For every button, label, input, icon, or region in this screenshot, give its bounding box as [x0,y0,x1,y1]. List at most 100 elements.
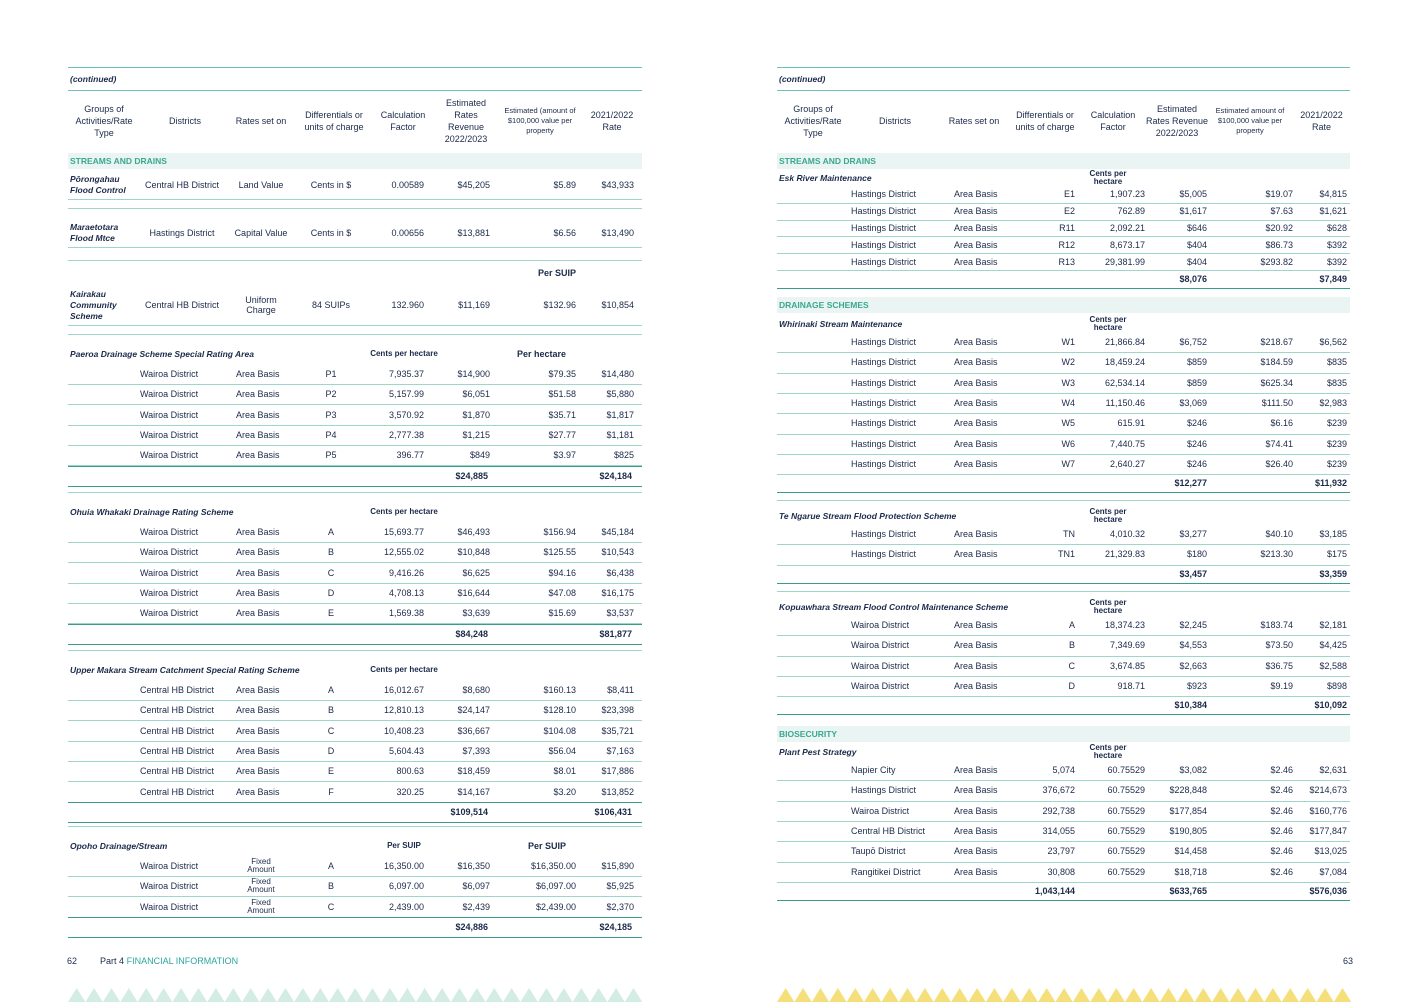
table-row: Taupō District Area Basis 23,797 60.75529 $1… [709,841,1418,861]
row-divider [777,841,1350,843]
factor-cell: 0.00589 [391,180,424,190]
set_on-cell: Area Basis [954,785,998,796]
set_on-cell: Area Basis [236,567,280,578]
factor-cell: 60.75529 [1107,805,1145,816]
district-cell: Hastings District [851,357,917,368]
total-row: $109,514 $106,431 [0,802,709,822]
district-cell: Central HB District [140,766,215,777]
set_on-cell: Area Basis [954,549,998,560]
district-cell: Rangitikei District [851,866,921,877]
scheme-top-divider [68,650,642,651]
district-cell: Central HB District [144,180,219,190]
factor-cell: 762.89 [1117,206,1145,217]
row-divider [68,700,642,701]
factor-cell: 9,416.26 [388,567,424,578]
total-rate: $106,431 [594,806,632,817]
factor-cell: 15,693.77 [383,527,424,537]
revenue-cell: $5,005 [1179,189,1207,200]
revenue-cell: $16,350 [457,861,490,871]
units-cell: W6 [1061,438,1076,449]
est-subheader: Per SUIP [537,268,576,278]
row-divider [68,404,642,406]
row-divider [68,424,642,426]
rate-cell: $825 [613,450,634,461]
scheme-title-row: Kopuawhara Stream Flood Control Maintena… [709,599,1418,615]
total-row: $84,248 $81,877 [0,624,709,644]
header-districts: Districts [879,116,911,126]
set_on-cell: Area Basis [236,369,280,379]
header-differentials: Differentials or units of charge [1015,110,1075,132]
subheader-row: Per SUIP [0,266,709,280]
district-cell: Hastings District [851,337,917,348]
header-groups: Groups of Activities/Rate Type [784,104,842,138]
units-cell: Cents in $ [310,228,352,238]
table-row: Wairoa District Area Basis P3 3,570.92 $1,87… [0,405,709,425]
set_on-cell: Area Basis [954,529,998,540]
total-revenue: $12,277 [1174,478,1207,489]
factor-cell: 16,350.00 [383,861,424,871]
factor-cell: 29,381.99 [1104,256,1145,267]
rate-cell: $160,776 [1309,805,1347,816]
section-header: BIOSECURITY [777,726,1350,742]
district-cell: Hastings District [851,239,917,250]
row-divider [777,372,1350,374]
rate-cell: $898 [1326,681,1347,692]
district-cell: Wairoa District [851,620,910,631]
row-divider [68,542,642,543]
scheme-title: Kopuawhara Stream Flood Control Maintena… [779,601,1009,612]
revenue-cell: $6,752 [1179,337,1207,348]
set_on-cell: Area Basis [236,705,280,716]
set_on-cell: Area Basis [954,846,998,857]
est-cell: $47.08 [548,587,576,598]
est-cell: $56.04 [548,745,576,756]
units-cell: 5,074 [1052,765,1075,776]
row-divider [777,236,1350,238]
est-subheader: Per SUIP [527,841,566,851]
table-header: Groups of Activities/Rate Type Districts… [68,92,642,150]
revenue-cell: $3,277 [1179,529,1207,540]
units-cell: B [327,547,334,558]
revenue-cell: $18,459 [457,766,490,777]
total-revenue: $10,384 [1174,700,1207,711]
factor-cell: 3,570.92 [388,409,424,420]
factor-cell: 18,459.24 [1104,357,1145,368]
district-cell: Central HB District [140,685,215,695]
scheme-title-row: Plant Pest Strategy Cents per hectare [709,744,1418,760]
row-divider [777,881,1350,883]
total-revenue: $84,248 [455,628,488,639]
rate-cell: $10,854 [601,300,634,310]
rate-cell: $2,370 [606,901,634,912]
units-cell: 376,672 [1042,785,1075,796]
rate-cell: $13,852 [601,786,634,797]
header-differentials: Differentials or units of charge [304,110,364,132]
est-cell: $125.55 [543,547,576,558]
total-revenue: $24,886 [455,921,488,932]
row-divider [777,820,1350,822]
rate-cell: $4,815 [1319,189,1347,200]
units-cell: B [327,881,334,892]
table-row: Hastings District Area Basis W6 7,440.75 $24… [709,434,1418,454]
factor-cell: 7,440.75 [1109,438,1145,449]
revenue-cell: $7,393 [462,745,490,756]
rate-cell: $1,181 [606,429,634,440]
factor-cell: 16,012.67 [383,685,424,695]
table-row: Central HB District Area Basis C 10,408.23 $… [0,721,709,741]
rate-cell: $239 [1326,438,1347,449]
revenue-cell: $246 [1186,418,1207,429]
district-cell: Wairoa District [140,567,199,578]
units-cell: Cents in $ [310,180,352,190]
set_on-cell: Area Basis [954,826,998,837]
units-cell: A [327,527,334,537]
district-cell: Wairoa District [140,527,199,537]
set_on-cell: Fixed Amount [247,877,275,895]
district-cell: Hastings District [851,458,917,469]
factor-cell: 60.75529 [1107,866,1145,877]
rates-set-on-cell: Capital Value [234,228,288,238]
district-cell: Hastings District [851,377,917,388]
factor-cell: 320.25 [396,786,424,797]
factor-cell: 7,935.37 [388,369,424,379]
units-cell: E [327,766,334,777]
revenue-cell: $859 [1186,377,1207,388]
page-number: 63 [1343,956,1354,966]
units-cell: R13 [1058,256,1075,267]
